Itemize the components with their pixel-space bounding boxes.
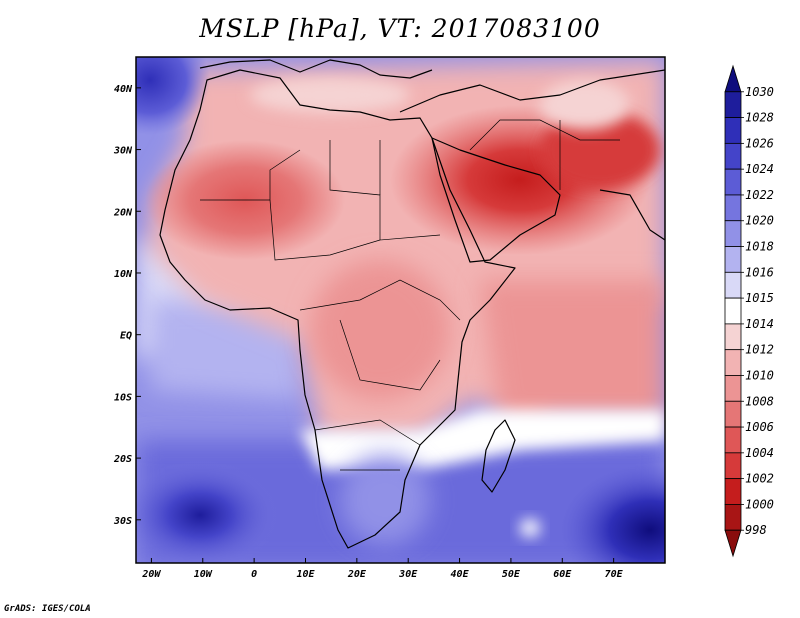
colorbar-label: 1028 [745,111,774,125]
colorbar-label: 1016 [745,265,774,279]
madagascar-coastline [481,419,516,493]
colorbar-label: 1012 [745,343,774,357]
colorbar-cap-top [724,64,742,93]
colorbar-label: 1006 [745,420,774,434]
colorbar-swatch [724,323,742,351]
lon-tick-label: 60E [553,569,572,580]
colorbar-label: 1002 [745,472,774,486]
india-coastline [599,189,665,241]
colorbar-label: 1022 [745,188,774,202]
lon-tick-label: 30E [398,569,418,580]
colorbar-swatch [724,349,742,376]
colorbar-label: 1014 [745,317,774,331]
colorbar-label: 1004 [745,446,774,460]
europe-coastline [199,59,433,79]
colorbar-label: 1030 [745,85,774,99]
longitude-axis: 20W 10W 0 10E 20E 30E 40E 50E 60E 70E [141,558,624,580]
colorbar-label: 1024 [745,162,774,176]
colorbar-swatch [724,375,742,402]
lon-tick-label: 20E [347,569,367,580]
lon-tick-label: 20W [141,569,161,580]
chart-title: MSLP [hPa], VT: 2017083100 [199,14,601,43]
latitude-axis: 40N 30N 20N 10N EQ 10S 20S 30S [113,84,141,527]
colorbar-label: 1010 [745,368,774,382]
pressure-field [136,57,665,563]
colorbar-swatch [724,246,742,273]
lat-tick-label: 20S [113,454,132,465]
lat-tick-label: 40N [114,84,133,95]
lat-tick-label: 10S [114,392,132,403]
lat-tick-label: 20N [113,207,133,218]
colorbar-swatch [724,426,742,454]
colorbar-label: 1000 [745,497,774,511]
colorbar-swatch [724,478,742,505]
arabia-coastline [431,137,561,263]
lat-tick-label: 10N [114,269,133,280]
lon-tick-label: 50E [502,569,521,580]
colorbar-swatch [724,400,742,428]
colorbar-label: 1008 [745,394,774,408]
lat-tick-label: 30N [113,146,133,157]
colorbar-label: 1020 [745,214,774,228]
colorbar: 1030 1028 1026 1024 1022 1020 1018 1016 1015 1014… [724,64,774,558]
africa-coastline [159,69,516,549]
colorbar-swatch [724,504,742,531]
credit-text: GrADS: IGES/COLA [4,604,91,614]
coastlines [159,59,665,549]
lon-tick-label: 70E [605,569,624,580]
colorbar-swatch [724,194,742,222]
country-borders [200,119,620,471]
colorbar-swatch [724,452,742,480]
colorbar-swatch [724,297,742,325]
lat-tick-label: EQ [120,331,132,342]
colorbar-label: 1018 [745,240,774,254]
colorbar-swatch [724,91,742,118]
colorbar-label: 998 [745,523,767,537]
colorbar-swatch [724,142,742,170]
colorbar-swatch [724,271,742,299]
colorbar-swatch [724,117,742,144]
map-frame [135,56,666,564]
lat-tick-label: 30S [113,516,132,527]
colorbar-swatch [724,220,742,247]
colorbar-label: 1026 [745,136,774,150]
colorbar-label: 1015 [745,291,774,305]
lon-tick-label: 10W [194,569,213,580]
asia-coastline [399,69,665,113]
lon-tick-label: 0 [251,569,257,580]
colorbar-swatch [724,168,742,196]
colorbar-cap-bottom [724,529,742,558]
lon-tick-label: 40E [451,569,470,580]
lon-tick-label: 10E [296,569,315,580]
